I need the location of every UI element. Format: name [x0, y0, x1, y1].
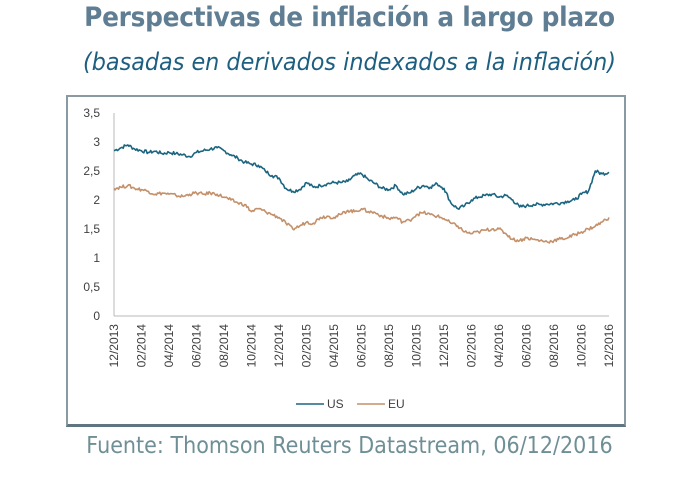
y-tick-label: 1 [93, 251, 100, 265]
y-tick-label: 3,5 [83, 106, 100, 120]
x-axis: 12/2013 02/2014 04/2014 06/2014 08/2014 10/20… [107, 315, 616, 368]
x-tick-label: 04/2015 [327, 324, 341, 368]
x-tick-label: 08/2016 [547, 324, 561, 368]
legend-label-eu: EU [388, 397, 405, 411]
chart-subtitle: (basadas en derivados indexados a la inf… [83, 48, 616, 76]
x-tick-label: 12/2014 [272, 324, 286, 368]
x-tick-label: 04/2016 [492, 324, 506, 368]
y-tick-label: 1,5 [83, 222, 100, 236]
x-tick-label: 10/2014 [245, 324, 259, 368]
x-tick-label: 04/2014 [162, 324, 176, 368]
chart-title: Perspectivas de inflación a largo plazo [84, 2, 615, 33]
x-tick-label: 08/2014 [217, 324, 231, 368]
series-layer [113, 144, 610, 244]
x-tick-label: 10/2015 [410, 324, 424, 368]
y-tick-label: 2,5 [83, 164, 100, 178]
x-tick-label: 02/2015 [300, 324, 314, 368]
y-tick-label: 0 [93, 309, 100, 323]
x-tick-label: 06/2015 [355, 324, 369, 368]
series-line-eu [113, 183, 610, 244]
x-tick-label: 10/2016 [575, 324, 589, 368]
x-tick-label: 02/2016 [465, 324, 479, 368]
x-tick-label: 12/2015 [437, 324, 451, 368]
y-axis: 0 0,5 1 1,5 2 2,5 3 3,5 [83, 106, 115, 323]
chart-frame [66, 95, 626, 427]
legend-label-us: US [327, 397, 344, 411]
source-note: Fuente: Thomson Reuters Datastream, 06/1… [86, 433, 613, 459]
y-tick-label: 0,5 [83, 280, 100, 294]
y-tick-label: 3 [93, 135, 100, 149]
x-tick-label: 12/2013 [107, 324, 121, 368]
series-line-us [113, 144, 610, 210]
x-tick-label: 02/2014 [135, 324, 149, 368]
x-tick-label: 06/2014 [190, 324, 204, 368]
x-tick-label: 08/2015 [382, 324, 396, 368]
y-tick-label: 2 [93, 193, 100, 207]
x-tick-label: 12/2016 [602, 324, 616, 368]
legend: US EU [296, 397, 405, 411]
x-tick-label: 06/2016 [520, 324, 534, 368]
